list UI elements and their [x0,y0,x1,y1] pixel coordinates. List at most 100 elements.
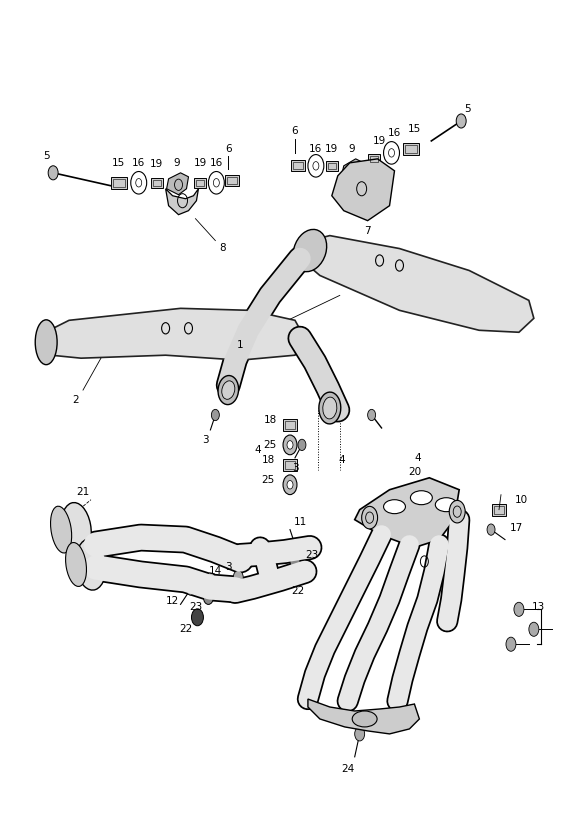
Circle shape [529,622,539,636]
Bar [195,178,206,188]
Circle shape [354,727,364,741]
Text: 5: 5 [43,151,50,161]
Polygon shape [300,236,534,332]
Ellipse shape [76,539,106,590]
Ellipse shape [51,506,72,553]
Ellipse shape [61,503,92,557]
Text: 4: 4 [339,455,345,465]
Text: 17: 17 [510,522,524,532]
Ellipse shape [222,381,235,400]
Text: 15: 15 [408,124,421,134]
Polygon shape [308,699,419,734]
Ellipse shape [410,491,433,504]
Circle shape [506,637,516,651]
Ellipse shape [436,498,457,512]
Circle shape [287,441,293,449]
Circle shape [191,609,203,625]
Text: 25: 25 [264,440,277,450]
Circle shape [368,410,375,420]
Bar [227,177,237,185]
Text: 2: 2 [73,395,79,405]
Circle shape [291,539,299,550]
Bar [113,179,125,187]
Ellipse shape [35,320,57,365]
Bar [293,162,303,169]
Text: 20: 20 [408,467,421,477]
Text: 1: 1 [237,340,244,350]
Text: 9: 9 [173,158,180,168]
Text: 7: 7 [364,226,371,236]
Text: 3: 3 [225,563,231,573]
Text: 6: 6 [292,126,298,136]
Ellipse shape [323,397,337,419]
Text: 5: 5 [464,104,470,114]
Ellipse shape [293,229,326,272]
Circle shape [205,573,216,590]
Polygon shape [167,173,188,194]
Circle shape [212,410,219,420]
Text: 18: 18 [264,415,277,425]
Polygon shape [166,189,198,215]
Text: 15: 15 [112,158,125,168]
Circle shape [287,480,293,489]
Text: 22: 22 [292,587,304,597]
Circle shape [233,570,243,584]
Circle shape [283,435,297,455]
Text: 11: 11 [293,517,307,527]
Text: 23: 23 [189,602,202,612]
Text: 14: 14 [209,566,222,577]
Text: 24: 24 [341,764,354,774]
Bar [285,421,295,429]
Bar [283,419,297,431]
Circle shape [187,583,195,595]
Bar [370,156,378,162]
Polygon shape [354,478,459,547]
Circle shape [514,602,524,616]
Ellipse shape [319,392,341,424]
Bar [150,178,163,188]
Text: 9: 9 [349,144,355,154]
Ellipse shape [384,499,405,513]
Circle shape [298,439,306,451]
Text: 16: 16 [309,144,322,154]
Text: 4: 4 [414,453,421,463]
Text: 19: 19 [150,159,163,169]
Text: 25: 25 [262,475,275,485]
Text: 23: 23 [305,550,318,559]
Circle shape [449,500,465,523]
Text: 16: 16 [132,158,145,168]
Ellipse shape [65,542,86,587]
Bar [368,154,380,164]
Bar [225,176,239,186]
Circle shape [456,114,466,128]
Circle shape [203,590,213,605]
Bar [403,143,419,155]
Text: 18: 18 [262,455,275,465]
Text: 19: 19 [194,158,207,168]
Text: 8: 8 [219,242,226,253]
Text: 19: 19 [325,144,339,154]
Bar [283,459,297,471]
Text: 21: 21 [76,487,90,497]
Text: 19: 19 [373,136,386,146]
Circle shape [361,507,378,529]
Polygon shape [342,159,364,180]
Text: 4: 4 [255,445,261,455]
Bar [328,163,336,169]
Text: 10: 10 [514,494,528,505]
Circle shape [48,166,58,180]
Text: 6: 6 [225,144,231,154]
Text: 22: 22 [179,625,192,634]
Text: 3: 3 [292,463,298,473]
Text: 3: 3 [202,435,209,445]
Bar [111,177,127,189]
Bar [405,145,417,153]
Bar [326,161,338,171]
Circle shape [283,475,297,494]
Bar [196,180,205,185]
Circle shape [290,555,300,569]
Text: 16: 16 [210,158,223,168]
Bar [492,503,506,516]
Circle shape [487,524,495,536]
Text: 12: 12 [166,597,179,606]
